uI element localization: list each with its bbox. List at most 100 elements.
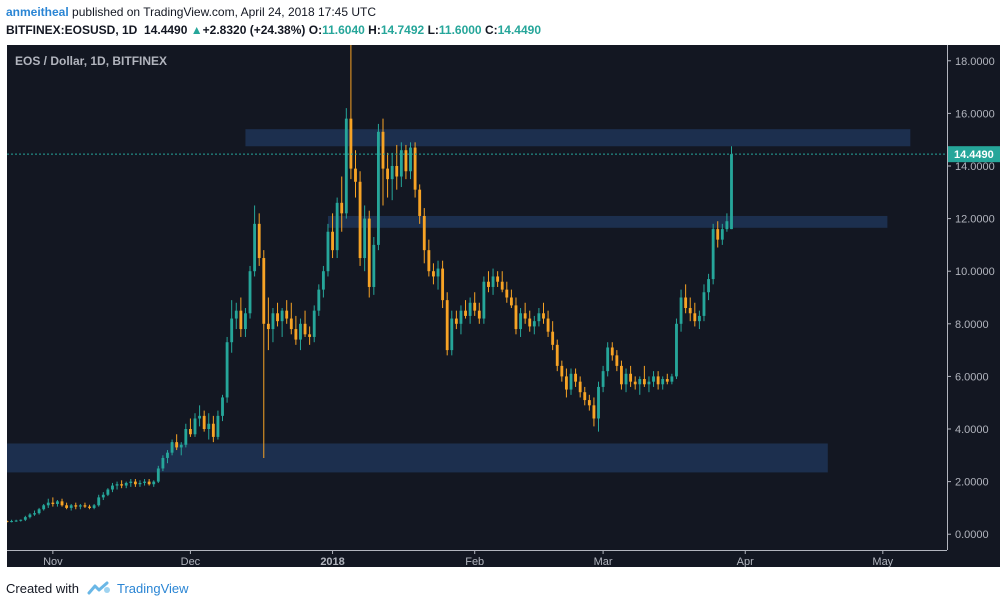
candle-body <box>133 481 137 485</box>
candle-body <box>28 514 32 518</box>
candle-body <box>115 484 119 486</box>
y-axis[interactable]: 0.0000 2.0000 4.0000 6.0000 8.0000 10.0000 12.… <box>947 45 995 550</box>
candle-body <box>74 505 78 507</box>
candle <box>386 152 390 198</box>
candle <box>587 394 591 411</box>
candle <box>344 108 348 219</box>
candle <box>115 481 119 490</box>
candle <box>120 480 124 489</box>
candle-body <box>257 223 261 259</box>
candle <box>188 418 192 437</box>
candle-body <box>500 281 504 290</box>
candle-body <box>720 229 724 240</box>
candle <box>367 210 371 298</box>
candle <box>711 223 715 285</box>
candle <box>56 500 59 507</box>
candle <box>299 318 302 351</box>
candle <box>532 315 536 335</box>
candle <box>106 488 110 497</box>
candle-body <box>432 271 435 277</box>
candle <box>262 250 266 458</box>
last-price-tag <box>948 146 1000 163</box>
candle-body <box>262 258 266 324</box>
candle <box>60 498 64 507</box>
candle <box>166 450 169 464</box>
x-axis[interactable]: Nov Dec 2018 Feb Mar Apr May <box>7 550 947 567</box>
candle-body <box>509 297 513 306</box>
candle-body <box>390 165 394 180</box>
candle <box>642 365 646 387</box>
candle <box>202 410 206 432</box>
price-change: +2.8320 (+24.38%) <box>202 23 306 37</box>
candle <box>459 305 463 335</box>
candle <box>652 371 655 387</box>
candle-body <box>684 297 688 309</box>
candlestick-chart[interactable]: 14.4490 0.0000 2.0000 4.0000 6.0000 8.0000 10… <box>7 45 1000 567</box>
candle-body <box>661 379 665 385</box>
candle-body <box>404 150 408 172</box>
candle-body <box>111 485 114 490</box>
candle <box>340 176 344 232</box>
candle-body <box>101 494 105 498</box>
low-value: 11.6000 <box>438 23 482 37</box>
candle <box>179 442 183 456</box>
candle <box>597 381 600 432</box>
candle-body <box>216 415 220 437</box>
candle-body <box>234 310 238 319</box>
candle <box>684 284 688 314</box>
candle <box>363 205 367 272</box>
candle-body <box>179 444 183 448</box>
candle-body <box>166 452 169 458</box>
candle-body <box>23 517 27 520</box>
candle <box>418 184 422 224</box>
candle <box>234 302 238 330</box>
candle <box>239 297 243 337</box>
candle-body <box>652 376 655 382</box>
candle-body <box>161 457 165 469</box>
candle <box>477 302 481 324</box>
open-label: O: <box>308 23 323 37</box>
candle <box>92 503 96 510</box>
close-value: 14.4490 <box>497 23 542 37</box>
candle-body <box>367 218 371 287</box>
y-tick-label: 8.0000 <box>955 319 989 331</box>
x-tick-label: May <box>872 556 893 567</box>
candle-body <box>519 313 522 330</box>
candle-body <box>202 415 206 430</box>
candle-body <box>551 331 555 345</box>
candle <box>409 142 412 180</box>
candle <box>124 481 128 489</box>
candle-body <box>225 342 229 398</box>
candle <box>629 365 633 387</box>
candle <box>88 504 91 510</box>
candle-body <box>675 323 678 377</box>
candle-body <box>33 513 36 515</box>
author-link[interactable]: anmeitheal <box>6 5 69 19</box>
candle <box>83 502 87 508</box>
candle-body <box>239 310 243 330</box>
candle <box>496 271 500 287</box>
candle <box>606 342 610 377</box>
candle-body <box>688 308 692 314</box>
tradingview-brand-link[interactable]: TradingView <box>116 580 189 596</box>
candle <box>303 310 307 337</box>
candle-body <box>354 168 357 182</box>
candle <box>294 315 298 345</box>
candle <box>161 455 165 472</box>
candle-body <box>143 481 146 483</box>
candle <box>725 213 729 232</box>
candle <box>326 223 330 277</box>
candle <box>679 289 683 332</box>
candle-body <box>477 310 481 319</box>
candle <box>216 410 220 440</box>
candle-body <box>656 376 660 385</box>
candle-body <box>670 376 674 382</box>
chart-area[interactable]: 14.4490 0.0000 2.0000 4.0000 6.0000 8.0000 10… <box>7 45 1000 567</box>
y-tick-label: 0.0000 <box>955 529 989 541</box>
candle <box>285 300 289 324</box>
candle <box>51 497 55 507</box>
candle <box>317 284 321 316</box>
candle-body <box>532 321 536 327</box>
candle-body <box>211 423 215 437</box>
candle <box>505 281 509 303</box>
